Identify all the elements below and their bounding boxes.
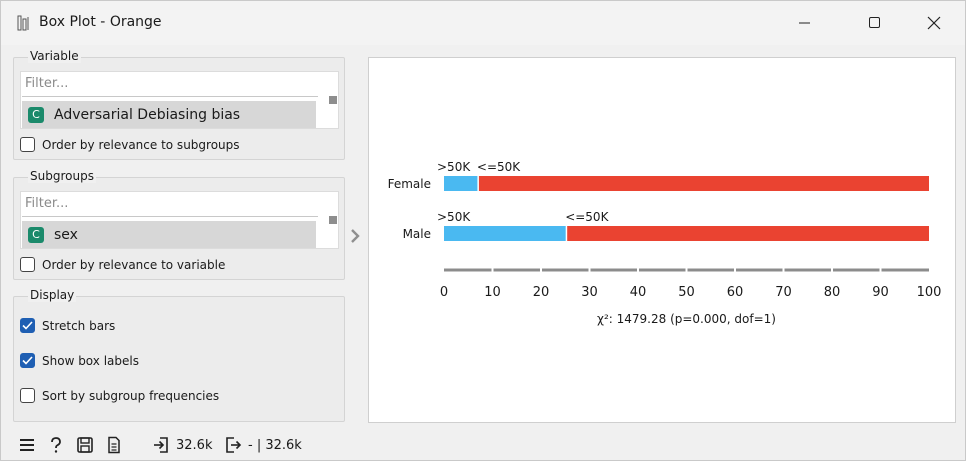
subgroups-group-title: Subgroups xyxy=(28,169,96,183)
x-tick-label: 70 xyxy=(775,285,792,300)
continuous-variable-badge: C xyxy=(28,106,44,123)
window-title: Box Plot - Orange xyxy=(39,14,162,30)
checkbox-label: Show box labels xyxy=(42,353,139,368)
checkbox-label: Stretch bars xyxy=(42,318,116,333)
x-tick-label: 100 xyxy=(917,285,942,300)
variable-group-title: Variable xyxy=(28,49,81,63)
bar-segment-gt-50k xyxy=(444,226,566,241)
variable-list-scrollbar[interactable] xyxy=(329,96,337,104)
box-label: >50K xyxy=(437,160,471,174)
input-icon xyxy=(154,437,168,453)
box-label: >50K xyxy=(437,210,471,224)
variable-filter-input[interactable]: Filter... xyxy=(22,73,318,97)
stretch-bars-checkbox[interactable]: Stretch bars xyxy=(20,318,115,333)
x-tick-label: 90 xyxy=(872,285,889,300)
checkbox-box[interactable] xyxy=(20,137,35,152)
checkmark-icon xyxy=(22,356,33,365)
stacked-bar-chart: Female >50K <=50K Male >50K <=50K 0 10 20 30 40 50 6… xyxy=(388,160,942,326)
bar-segment-gt-50k xyxy=(444,176,478,191)
status-bar: 32.6k - | 32.6k xyxy=(1,429,965,461)
subgroups-list-item[interactable]: C sex xyxy=(22,221,316,248)
checkbox-box[interactable] xyxy=(20,388,35,403)
x-tick-label: 0 xyxy=(440,285,448,300)
display-group: Display Stretch bars Show box labels Sor… xyxy=(13,288,345,422)
checkbox-box-checked[interactable] xyxy=(20,353,35,368)
subgroups-filter-input[interactable]: Filter... xyxy=(22,193,318,217)
sort-by-subgroup-frequencies-checkbox[interactable]: Sort by subgroup frequencies xyxy=(20,388,219,403)
box-plot-canvas: Female >50K <=50K Male >50K <=50K 0 10 20 30 40 50 6… xyxy=(368,57,956,423)
subgroups-list-scrollbar[interactable] xyxy=(329,216,337,224)
bar-segment-le-50k xyxy=(478,176,929,191)
checkbox-box-checked[interactable] xyxy=(20,318,35,333)
x-tick-label: 40 xyxy=(630,285,647,300)
box-label: <=50K xyxy=(565,210,609,224)
variable-group: Variable Filter... C Adversarial Debiasi… xyxy=(13,49,345,160)
variable-item-label: Adversarial Debiasing bias xyxy=(54,106,241,123)
close-button[interactable] xyxy=(911,1,957,45)
x-tick-label: 60 xyxy=(727,285,744,300)
box-label: <=50K xyxy=(477,160,521,174)
checkbox-label: Sort by subgroup frequencies xyxy=(42,388,220,403)
variable-list[interactable]: Filter... C Adversarial Debiasing bias xyxy=(20,71,339,129)
bar-segment-le-50k xyxy=(567,226,929,241)
category-label: Female xyxy=(388,177,431,191)
maximize-icon xyxy=(869,17,880,28)
minimize-icon xyxy=(799,22,810,24)
chevron-right-icon[interactable] xyxy=(348,227,362,245)
category-label: Male xyxy=(403,227,431,241)
title-bar: Box Plot - Orange xyxy=(1,1,965,45)
output-data-count: - | 32.6k xyxy=(248,438,302,453)
output-icon xyxy=(226,437,242,453)
x-tick-label: 20 xyxy=(533,285,550,300)
report-icon[interactable] xyxy=(105,436,123,454)
order-by-relevance-subgroups-checkbox[interactable]: Order by relevance to subgroups xyxy=(20,137,240,152)
continuous-variable-badge: C xyxy=(28,226,44,243)
x-tick-label: 30 xyxy=(581,285,598,300)
show-box-labels-checkbox[interactable]: Show box labels xyxy=(20,353,139,368)
orange-boxplot-icon xyxy=(17,15,29,31)
maximize-button[interactable] xyxy=(852,1,898,45)
x-tick-label: 80 xyxy=(824,285,841,300)
checkbox-box[interactable] xyxy=(20,257,35,272)
x-tick-label: 10 xyxy=(484,285,501,300)
minimize-button[interactable] xyxy=(782,1,828,45)
subgroups-group: Subgroups Filter... C sex Order by relev… xyxy=(13,169,345,280)
chi-square-annotation: χ²: 1479.28 (p=0.000, dof=1) xyxy=(597,312,776,326)
help-icon[interactable] xyxy=(47,436,65,454)
save-icon[interactable] xyxy=(76,436,94,454)
order-by-relevance-variable-checkbox[interactable]: Order by relevance to variable xyxy=(20,257,225,272)
checkmark-icon xyxy=(22,321,33,330)
subgroups-list[interactable]: Filter... C sex xyxy=(20,191,339,249)
display-group-title: Display xyxy=(28,288,77,302)
checkbox-label: Order by relevance to subgroups xyxy=(42,137,240,152)
hamburger-menu-icon[interactable] xyxy=(18,436,36,454)
checkbox-label: Order by relevance to variable xyxy=(42,257,226,272)
subgroup-item-label: sex xyxy=(54,226,78,243)
input-data-count: 32.6k xyxy=(176,438,213,453)
close-icon xyxy=(927,16,941,30)
x-tick-label: 50 xyxy=(678,285,695,300)
variable-list-item[interactable]: C Adversarial Debiasing bias xyxy=(22,101,316,128)
